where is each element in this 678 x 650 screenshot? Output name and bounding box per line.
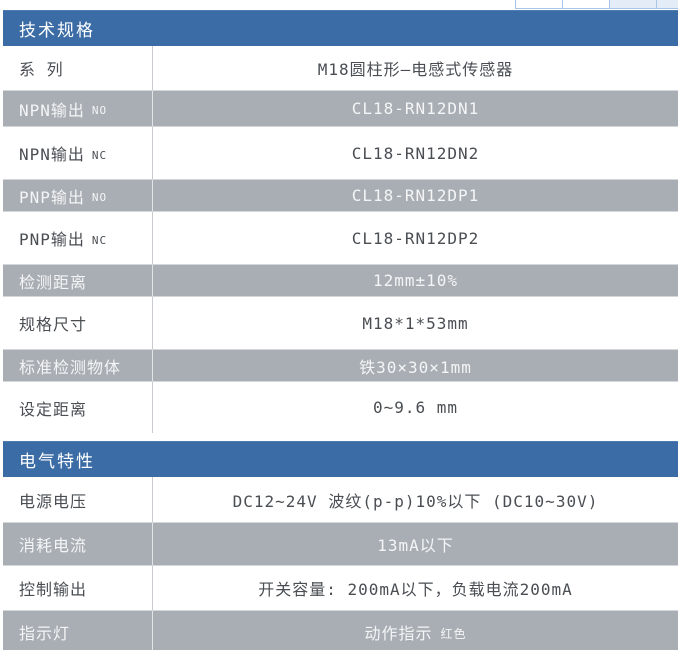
section-gap xyxy=(3,433,678,441)
row-value: CL18-RN12DP2 xyxy=(351,228,480,248)
table-row: NPN输出 NO CL18-RN12DN1 xyxy=(3,90,678,127)
row-value: CL18-RN12DN1 xyxy=(351,99,480,118)
table-row: 电源电压 DC12~24V 波纹(p-p)10%以下 (DC10~30V) xyxy=(3,477,678,522)
row-value: 12mm±10% xyxy=(372,271,459,290)
table-row: 系 列 M18圆柱形—电感式传感器 xyxy=(3,46,678,90)
section-header-electrical: 电气特性 xyxy=(3,441,678,477)
fragment-cell xyxy=(656,0,678,9)
section-header-technical-specs: 技术规格 xyxy=(3,10,678,46)
row-value: M18圆柱形—电感式传感器 xyxy=(317,60,514,79)
fragment-cell xyxy=(562,0,610,9)
label-suffix: NO xyxy=(91,104,108,117)
row-label: 指示灯 xyxy=(3,611,153,650)
fragment-cell xyxy=(515,0,563,9)
value-note: 红色 xyxy=(440,627,467,641)
row-value: 铁30×30×1mm xyxy=(359,357,472,377)
row-value: 0~9.6 mm xyxy=(372,398,459,417)
row-label: 电源电压 xyxy=(3,477,153,522)
section-title: 电气特性 xyxy=(19,452,95,472)
table-row: 指示灯 动作指示 红色 xyxy=(3,610,678,650)
row-value: 开关容量: 200mA以下，负载电流200mA xyxy=(258,580,573,599)
row-label: 检测距离 xyxy=(3,265,153,296)
table-row: 标准检测物体 铁30×30×1mm xyxy=(3,349,678,382)
cropped-table-fragment xyxy=(3,0,678,10)
row-value: CL18-RN12DP1 xyxy=(351,186,480,205)
row-value: DC12~24V 波纹(p-p)10%以下 (DC10~30V) xyxy=(232,491,599,511)
table-row: 设定距离 0~9.6 mm xyxy=(3,382,678,433)
row-label: 消耗电流 xyxy=(3,523,153,565)
label-suffix: NC xyxy=(91,233,108,247)
row-label: 系 列 xyxy=(3,46,153,90)
row-value: CL18-RN12DN2 xyxy=(351,143,480,163)
fragment-cell xyxy=(609,0,657,9)
row-label: PNP输出 NO xyxy=(3,180,153,211)
table-row: NPN输出 NC CL18-RN12DN2 xyxy=(3,127,678,179)
table-row: 检测距离 12mm±10% xyxy=(3,264,678,297)
section-title: 技术规格 xyxy=(19,21,95,41)
row-label: NPN输出 NC xyxy=(3,127,153,179)
row-label: 规格尺寸 xyxy=(3,297,153,349)
label-suffix: NC xyxy=(91,148,108,162)
table-row: 消耗电流 13mA以下 xyxy=(3,522,678,566)
table-row: PNP输出 NO CL18-RN12DP1 xyxy=(3,179,678,212)
row-value: M18*1*53mm xyxy=(362,313,469,333)
row-label: PNP输出 NC xyxy=(3,212,153,264)
row-label: NPN输出 NO xyxy=(3,91,153,126)
row-value: 动作指示 红色 xyxy=(364,624,467,643)
table-row: 控制输出 开关容量: 200mA以下，负载电流200mA xyxy=(3,566,678,610)
table-row: PNP输出 NC CL18-RN12DP2 xyxy=(3,212,678,264)
row-value: 13mA以下 xyxy=(377,536,454,555)
row-label: 控制输出 xyxy=(3,566,153,610)
table-row: 规格尺寸 M18*1*53mm xyxy=(3,297,678,349)
row-label: 标准检测物体 xyxy=(3,350,153,381)
label-suffix: NO xyxy=(91,191,108,204)
row-label: 设定距离 xyxy=(3,382,153,433)
